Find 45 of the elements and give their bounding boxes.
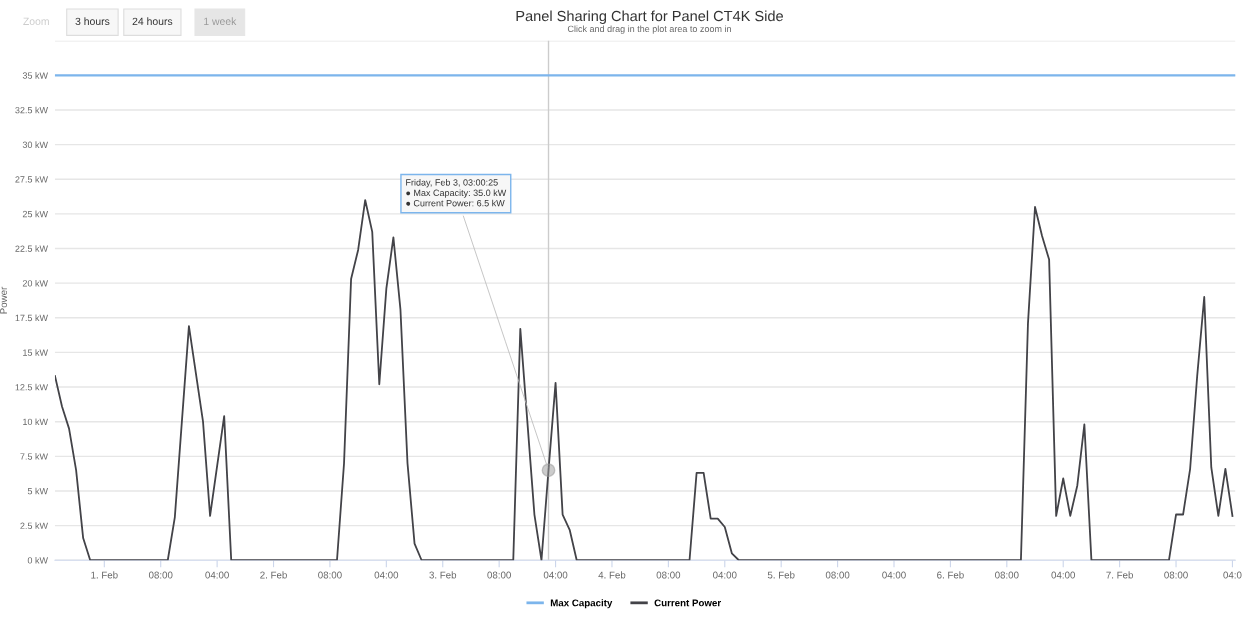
y-tick-label: 0 kW: [27, 556, 48, 564]
x-tick-label: 2. Feb: [260, 571, 287, 579]
x-tick-label: 04:00: [882, 571, 906, 579]
y-tick-label: 7.5 kW: [20, 453, 48, 460]
x-tick-label: 08:00: [825, 571, 850, 579]
text: 3 hours: [75, 17, 110, 26]
x-tick-label: 08:00: [1164, 571, 1188, 579]
y-axis-title: Power: [0, 286, 7, 314]
y-tick-label: 15 kW: [23, 349, 48, 356]
x-tick-label: 08:00: [487, 571, 511, 579]
y-tick-label: 22.5 kW: [15, 245, 48, 252]
x-tick-label: 08:00: [318, 571, 342, 579]
y-tick-label: 5 kW: [27, 487, 48, 495]
x-tick-label: 04:0: [1223, 571, 1242, 579]
x-tick-label: 08:00: [656, 571, 681, 579]
x-tick-label: 3. Feb: [429, 571, 457, 579]
annotation: Friday, Feb 3, 03:00:25 ● Max Capacity: 35.0 kW ● Current Power: 6.5 kW: [406, 179, 507, 207]
y-tick-label: 20 kW: [22, 279, 48, 287]
legend-label: Max Capacity: [550, 599, 613, 609]
legend-label: Current Power: [654, 599, 721, 607]
y-tick-label: 12.5 kW: [15, 383, 48, 391]
chart-subtitle: Click and drag in the plot area to zoom in: [567, 25, 731, 34]
x-tick-label: 04:00: [543, 571, 568, 579]
chart-title: Panel Sharing Chart for Panel CT4K Side: [516, 10, 783, 25]
x-tick-label: 08:00: [995, 571, 1019, 579]
y-tick-label: 2.5 kW: [20, 522, 48, 529]
y-tick-label: 30 kW: [22, 141, 48, 148]
x-tick-label: 04:00: [713, 571, 737, 579]
y-tick-label: 25 kW: [22, 210, 48, 218]
x-tick-label: 04:00: [374, 571, 399, 579]
x-tick-label: 1. Feb: [91, 571, 118, 579]
x-tick-label: 7. Feb: [1106, 571, 1133, 579]
x-tick-label: 04:00: [1051, 571, 1076, 579]
x-tick-label: 04:00: [205, 571, 229, 579]
y-tick-label: 10 kW: [23, 418, 48, 426]
y-tick-label: 35 kW: [22, 72, 48, 79]
y-tick-label: 17.5 kW: [15, 314, 48, 322]
x-tick-label: 4. Feb: [598, 571, 626, 579]
text: 24 hours: [132, 17, 173, 26]
text: 1 week: [204, 17, 237, 26]
y-tick-label: 32.5 kW: [15, 106, 48, 114]
x-tick-label: 5. Feb: [767, 571, 795, 579]
x-tick-label: 08:00: [148, 571, 173, 579]
y-tick-label: 27.5 kW: [15, 175, 48, 183]
x-tick-label: 6. Feb: [937, 571, 964, 579]
